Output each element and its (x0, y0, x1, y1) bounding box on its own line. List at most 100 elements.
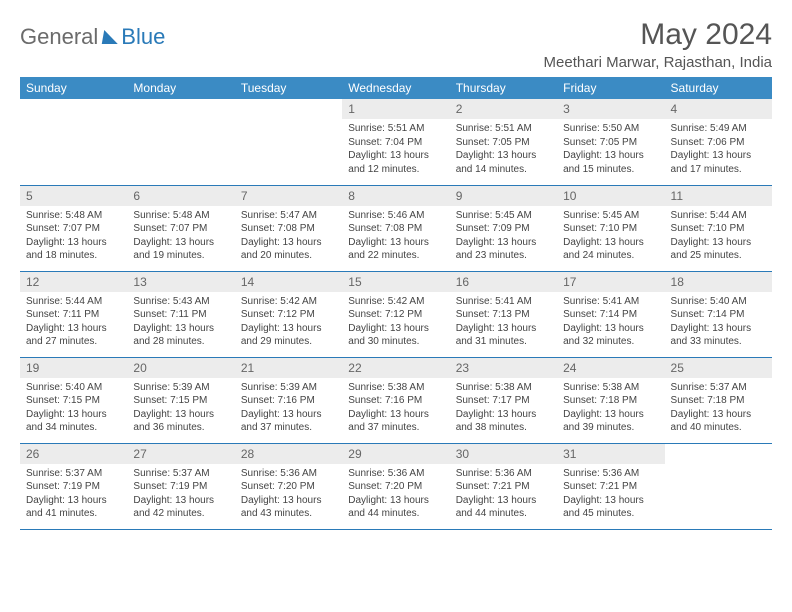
day-number: 29 (342, 444, 449, 464)
calendar-day-cell: 25Sunrise: 5:37 AMSunset: 7:18 PMDayligh… (665, 357, 772, 443)
day-number: 2 (450, 99, 557, 119)
day-details: Sunrise: 5:41 AMSunset: 7:14 PMDaylight:… (557, 292, 664, 354)
calendar-day-cell: 15Sunrise: 5:42 AMSunset: 7:12 PMDayligh… (342, 271, 449, 357)
logo-text-gray: General (20, 24, 98, 50)
day-details: Sunrise: 5:36 AMSunset: 7:21 PMDaylight:… (450, 464, 557, 526)
calendar-day-cell: 6Sunrise: 5:48 AMSunset: 7:07 PMDaylight… (127, 185, 234, 271)
weekday-header: Wednesday (342, 77, 449, 99)
day-number: 23 (450, 358, 557, 378)
calendar-day-cell: 21Sunrise: 5:39 AMSunset: 7:16 PMDayligh… (235, 357, 342, 443)
day-details: Sunrise: 5:36 AMSunset: 7:21 PMDaylight:… (557, 464, 664, 526)
calendar-day-cell: .. (235, 99, 342, 185)
calendar-week-row: ......1Sunrise: 5:51 AMSunset: 7:04 PMDa… (20, 99, 772, 185)
calendar-day-cell: 14Sunrise: 5:42 AMSunset: 7:12 PMDayligh… (235, 271, 342, 357)
day-details: Sunrise: 5:40 AMSunset: 7:15 PMDaylight:… (20, 378, 127, 440)
weekday-header: Sunday (20, 77, 127, 99)
day-number: 6 (127, 186, 234, 206)
weekday-header: Friday (557, 77, 664, 99)
calendar-day-cell: 3Sunrise: 5:50 AMSunset: 7:05 PMDaylight… (557, 99, 664, 185)
day-number: 14 (235, 272, 342, 292)
calendar-day-cell: 13Sunrise: 5:43 AMSunset: 7:11 PMDayligh… (127, 271, 234, 357)
day-details: Sunrise: 5:37 AMSunset: 7:19 PMDaylight:… (127, 464, 234, 526)
calendar-day-cell: 22Sunrise: 5:38 AMSunset: 7:16 PMDayligh… (342, 357, 449, 443)
calendar-day-cell: 11Sunrise: 5:44 AMSunset: 7:10 PMDayligh… (665, 185, 772, 271)
day-number: 7 (235, 186, 342, 206)
logo: General Blue (20, 24, 165, 50)
day-number: 26 (20, 444, 127, 464)
weekday-header: Monday (127, 77, 234, 99)
day-details: Sunrise: 5:45 AMSunset: 7:09 PMDaylight:… (450, 206, 557, 268)
day-number: 20 (127, 358, 234, 378)
weekday-header: Saturday (665, 77, 772, 99)
day-number: 10 (557, 186, 664, 206)
day-number: 25 (665, 358, 772, 378)
day-number: 18 (665, 272, 772, 292)
day-details: Sunrise: 5:40 AMSunset: 7:14 PMDaylight:… (665, 292, 772, 354)
day-details: Sunrise: 5:48 AMSunset: 7:07 PMDaylight:… (20, 206, 127, 268)
day-details: Sunrise: 5:39 AMSunset: 7:16 PMDaylight:… (235, 378, 342, 440)
calendar-day-cell: 4Sunrise: 5:49 AMSunset: 7:06 PMDaylight… (665, 99, 772, 185)
day-number: 30 (450, 444, 557, 464)
day-number: 21 (235, 358, 342, 378)
weekday-header: Tuesday (235, 77, 342, 99)
calendar-day-cell: .. (20, 99, 127, 185)
day-number: 11 (665, 186, 772, 206)
day-number: 13 (127, 272, 234, 292)
calendar-week-row: 5Sunrise: 5:48 AMSunset: 7:07 PMDaylight… (20, 185, 772, 271)
day-number: 4 (665, 99, 772, 119)
calendar-day-cell: 9Sunrise: 5:45 AMSunset: 7:09 PMDaylight… (450, 185, 557, 271)
day-number: 16 (450, 272, 557, 292)
day-details: Sunrise: 5:51 AMSunset: 7:05 PMDaylight:… (450, 119, 557, 181)
calendar-day-cell: 5Sunrise: 5:48 AMSunset: 7:07 PMDaylight… (20, 185, 127, 271)
title-block: May 2024 Meethari Marwar, Rajasthan, Ind… (544, 18, 772, 71)
day-details: Sunrise: 5:42 AMSunset: 7:12 PMDaylight:… (342, 292, 449, 354)
calendar-day-cell: 17Sunrise: 5:41 AMSunset: 7:14 PMDayligh… (557, 271, 664, 357)
calendar-day-cell: .. (665, 443, 772, 529)
day-details: Sunrise: 5:42 AMSunset: 7:12 PMDaylight:… (235, 292, 342, 354)
day-details: Sunrise: 5:49 AMSunset: 7:06 PMDaylight:… (665, 119, 772, 181)
calendar-day-cell: 18Sunrise: 5:40 AMSunset: 7:14 PMDayligh… (665, 271, 772, 357)
calendar-day-cell: .. (127, 99, 234, 185)
calendar-day-cell: 2Sunrise: 5:51 AMSunset: 7:05 PMDaylight… (450, 99, 557, 185)
day-number: 1 (342, 99, 449, 119)
header: General Blue May 2024 Meethari Marwar, R… (20, 18, 772, 71)
logo-text-blue: Blue (121, 24, 165, 50)
day-number: 3 (557, 99, 664, 119)
calendar-day-cell: 28Sunrise: 5:36 AMSunset: 7:20 PMDayligh… (235, 443, 342, 529)
day-number: 17 (557, 272, 664, 292)
day-details: Sunrise: 5:36 AMSunset: 7:20 PMDaylight:… (235, 464, 342, 526)
day-details: Sunrise: 5:36 AMSunset: 7:20 PMDaylight:… (342, 464, 449, 526)
calendar-day-cell: 10Sunrise: 5:45 AMSunset: 7:10 PMDayligh… (557, 185, 664, 271)
day-details: Sunrise: 5:51 AMSunset: 7:04 PMDaylight:… (342, 119, 449, 181)
day-number: 31 (557, 444, 664, 464)
day-details: Sunrise: 5:47 AMSunset: 7:08 PMDaylight:… (235, 206, 342, 268)
day-details: Sunrise: 5:41 AMSunset: 7:13 PMDaylight:… (450, 292, 557, 354)
day-number: 24 (557, 358, 664, 378)
day-number: 28 (235, 444, 342, 464)
calendar-day-cell: 26Sunrise: 5:37 AMSunset: 7:19 PMDayligh… (20, 443, 127, 529)
calendar-week-row: 26Sunrise: 5:37 AMSunset: 7:19 PMDayligh… (20, 443, 772, 529)
day-details: Sunrise: 5:38 AMSunset: 7:17 PMDaylight:… (450, 378, 557, 440)
calendar-day-cell: 31Sunrise: 5:36 AMSunset: 7:21 PMDayligh… (557, 443, 664, 529)
day-number: 19 (20, 358, 127, 378)
calendar-day-cell: 29Sunrise: 5:36 AMSunset: 7:20 PMDayligh… (342, 443, 449, 529)
day-number: 8 (342, 186, 449, 206)
month-title: May 2024 (544, 18, 772, 52)
day-details: Sunrise: 5:43 AMSunset: 7:11 PMDaylight:… (127, 292, 234, 354)
day-number: 27 (127, 444, 234, 464)
day-details: Sunrise: 5:46 AMSunset: 7:08 PMDaylight:… (342, 206, 449, 268)
day-number: 5 (20, 186, 127, 206)
calendar-day-cell: 8Sunrise: 5:46 AMSunset: 7:08 PMDaylight… (342, 185, 449, 271)
location-text: Meethari Marwar, Rajasthan, India (544, 54, 772, 71)
day-number: 22 (342, 358, 449, 378)
calendar-day-cell: 24Sunrise: 5:38 AMSunset: 7:18 PMDayligh… (557, 357, 664, 443)
calendar-table: SundayMondayTuesdayWednesdayThursdayFrid… (20, 77, 772, 530)
day-details: Sunrise: 5:38 AMSunset: 7:16 PMDaylight:… (342, 378, 449, 440)
day-number: 9 (450, 186, 557, 206)
logo-triangle-icon (102, 30, 120, 44)
day-details: Sunrise: 5:37 AMSunset: 7:19 PMDaylight:… (20, 464, 127, 526)
weekday-header: Thursday (450, 77, 557, 99)
calendar-body: ......1Sunrise: 5:51 AMSunset: 7:04 PMDa… (20, 99, 772, 529)
calendar-header-row: SundayMondayTuesdayWednesdayThursdayFrid… (20, 77, 772, 99)
day-details: Sunrise: 5:48 AMSunset: 7:07 PMDaylight:… (127, 206, 234, 268)
